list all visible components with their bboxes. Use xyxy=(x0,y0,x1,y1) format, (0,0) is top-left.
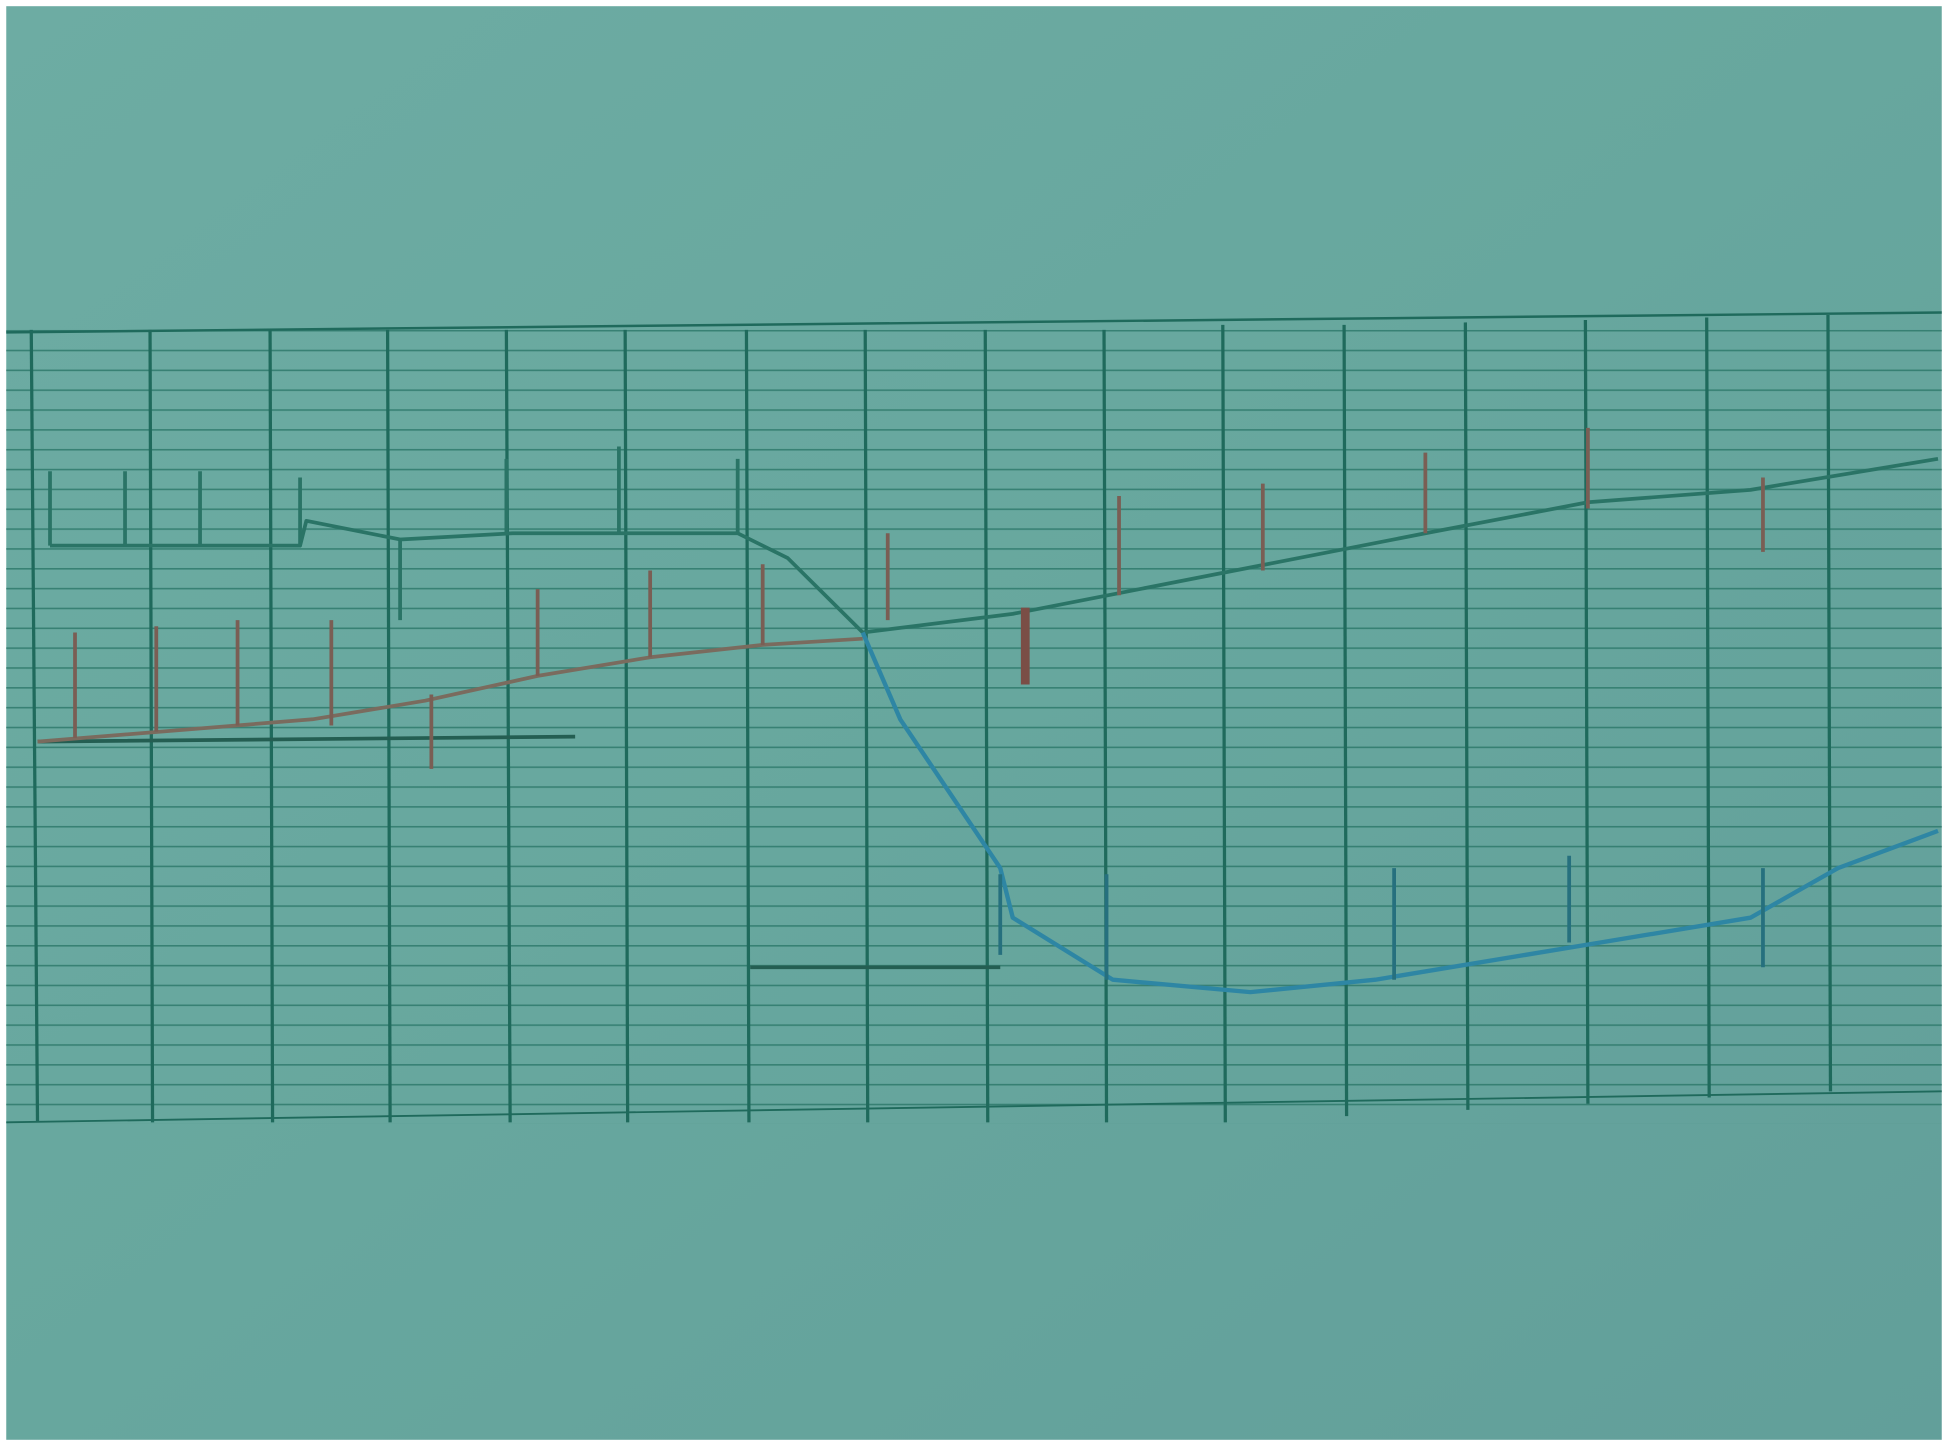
baseline xyxy=(37,734,1001,970)
lower-trace xyxy=(860,631,1939,995)
horizontal-grid xyxy=(6,329,1942,1124)
grid-top-edge xyxy=(6,311,1942,334)
grid xyxy=(6,311,1942,1124)
upper-spikes xyxy=(48,446,740,621)
grid-bottom-edge xyxy=(6,1090,1942,1124)
middle-spikes xyxy=(73,427,1765,769)
traces xyxy=(37,427,1939,995)
lower-spikes xyxy=(998,855,1765,980)
